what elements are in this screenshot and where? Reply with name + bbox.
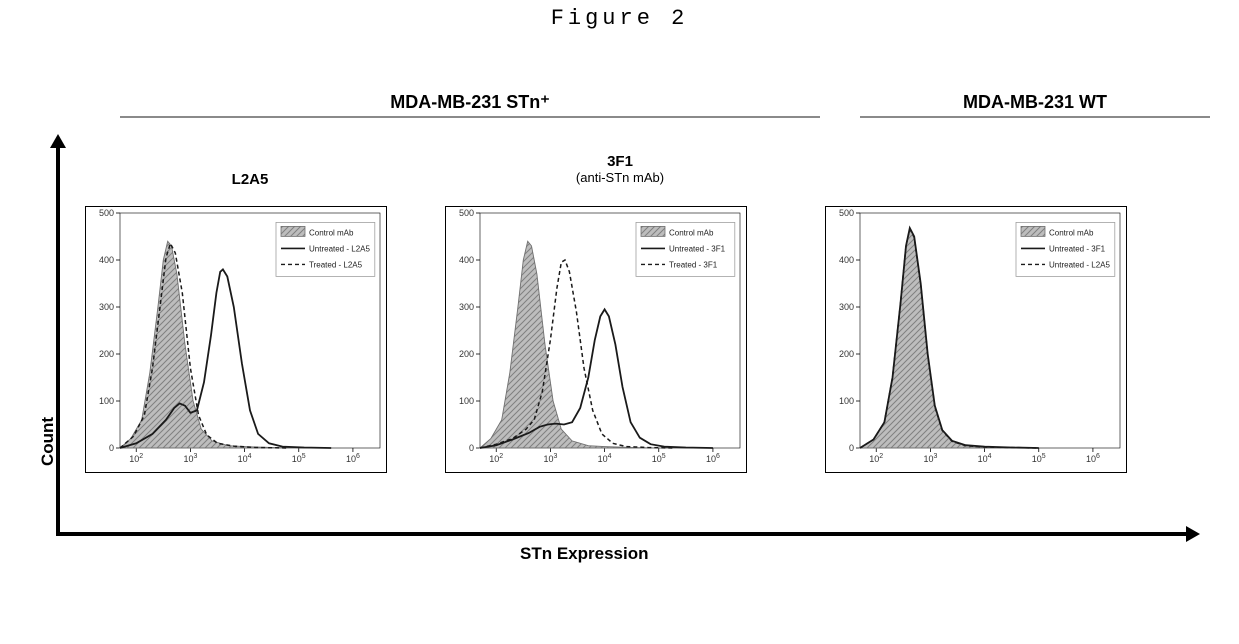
svg-text:300: 300: [839, 302, 854, 312]
svg-text:104: 104: [598, 453, 612, 464]
svg-text:105: 105: [1032, 453, 1046, 464]
svg-text:100: 100: [459, 396, 474, 406]
svg-text:400: 400: [99, 255, 114, 265]
svg-text:500: 500: [459, 208, 474, 218]
svg-text:300: 300: [99, 302, 114, 312]
legend-label: Control mAb: [669, 228, 714, 237]
svg-text:500: 500: [99, 208, 114, 218]
svg-text:100: 100: [99, 396, 114, 406]
legend-label: Untreated - L2A5: [1049, 260, 1110, 269]
svg-text:105: 105: [292, 453, 306, 464]
svg-text:104: 104: [978, 453, 992, 464]
figure-page: { "figure_title": "Figure 2", "axis_labe…: [0, 6, 1239, 644]
x-axis-label: STn Expression: [520, 544, 648, 564]
svg-text:106: 106: [346, 453, 360, 464]
histogram-svg: 0 100 200 300 400 500 102 103 104 105 106 Control m…: [826, 207, 1126, 472]
group-underline-wt: [860, 116, 1210, 118]
svg-text:102: 102: [869, 453, 883, 464]
series-control: [860, 228, 1039, 448]
axis-label-text: Count: [38, 417, 57, 466]
histogram-svg: 0 100 200 300 400 500 102 103 104 105 106 Control m…: [446, 207, 746, 472]
svg-text:400: 400: [839, 255, 854, 265]
svg-text:500: 500: [839, 208, 854, 218]
svg-text:200: 200: [459, 349, 474, 359]
svg-text:106: 106: [706, 453, 720, 464]
subtitle-line: (anti-STn mAb): [550, 170, 690, 185]
legend-label: Control mAb: [309, 228, 354, 237]
svg-text:0: 0: [109, 443, 114, 453]
svg-text:105: 105: [652, 453, 666, 464]
svg-text:300: 300: [459, 302, 474, 312]
legend-label: Untreated - L2A5: [309, 244, 370, 253]
plot-panel-l2a5: 0 100 200 300 400 500 102 103 104 105 106 Control m…: [85, 206, 387, 473]
plot-panel-3f1: 0 100 200 300 400 500 102 103 104 105 106 Control m…: [445, 206, 747, 473]
arrowhead-icon: [1186, 526, 1200, 542]
svg-text:200: 200: [99, 349, 114, 359]
y-axis-arrow: [56, 146, 60, 536]
group-header-stn: MDA-MB-231 STn⁺: [120, 92, 820, 113]
svg-text:104: 104: [238, 453, 252, 464]
legend-label: Treated - 3F1: [669, 260, 718, 269]
legend-label: Control mAb: [1049, 228, 1094, 237]
x-axis-arrow: [56, 532, 1186, 536]
histogram-svg: 0 100 200 300 400 500 102 103 104 105 106 Control m…: [86, 207, 386, 472]
svg-text:0: 0: [469, 443, 474, 453]
svg-text:106: 106: [1086, 453, 1100, 464]
svg-text:102: 102: [489, 453, 503, 464]
svg-text:200: 200: [839, 349, 854, 359]
svg-text:0: 0: [849, 443, 854, 453]
figure-title: Figure 2: [0, 6, 1239, 31]
plot-subtitle-l2a5: L2A5: [190, 171, 310, 188]
svg-text:102: 102: [129, 453, 143, 464]
legend-label: Treated - L2A5: [309, 260, 363, 269]
group-header-wt: MDA-MB-231 WT: [860, 92, 1210, 113]
y-axis-label: Count: [38, 417, 58, 466]
group-header-label: MDA-MB-231 WT: [963, 92, 1107, 112]
group-underline-stn: [120, 116, 820, 118]
plot-panel-wt: 0 100 200 300 400 500 102 103 104 105 106 Control m…: [825, 206, 1127, 473]
svg-text:100: 100: [839, 396, 854, 406]
axis-label-text: STn Expression: [520, 544, 648, 563]
svg-text:103: 103: [543, 453, 557, 464]
legend-label: Untreated - 3F1: [1049, 244, 1106, 253]
legend-label: Untreated - 3F1: [669, 244, 726, 253]
plot-subtitle-3f1: 3F1 (anti-STn mAb): [550, 153, 690, 185]
svg-text:103: 103: [923, 453, 937, 464]
svg-text:400: 400: [459, 255, 474, 265]
group-header-label: MDA-MB-231 STn⁺: [390, 92, 550, 112]
arrowhead-icon: [50, 134, 66, 148]
subtitle-line: L2A5: [232, 171, 269, 188]
svg-text:103: 103: [183, 453, 197, 464]
subtitle-line: 3F1: [550, 153, 690, 170]
